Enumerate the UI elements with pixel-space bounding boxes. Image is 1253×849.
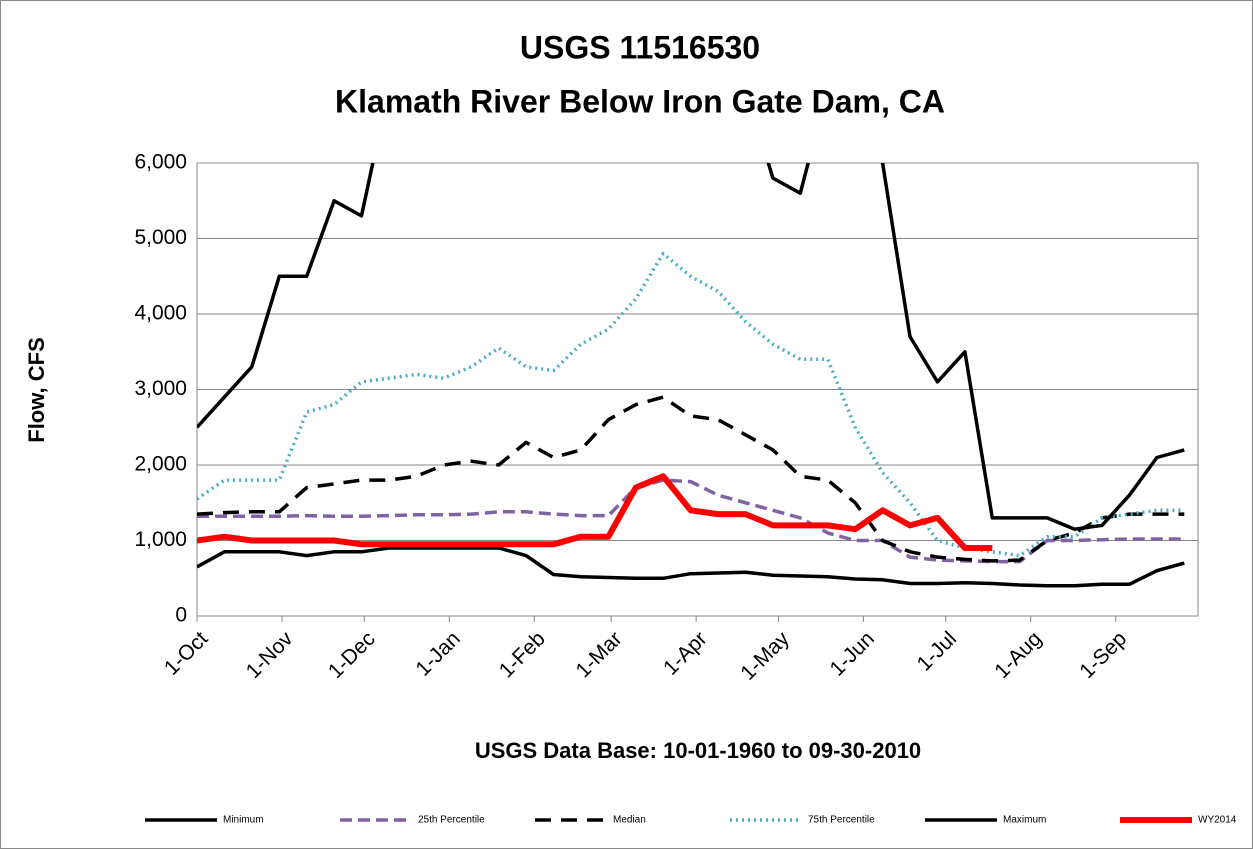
plot-area	[197, 163, 1185, 588]
y-tick-label: 1,000	[134, 528, 187, 551]
y-tick-label: 4,000	[134, 302, 187, 325]
series-line	[197, 163, 1185, 531]
chart-title: USGS 11516530	[520, 29, 760, 65]
legend-label: Median	[613, 815, 646, 826]
legend-label: 25th Percentile	[418, 815, 485, 826]
x-axis-title: USGS Data Base: 10-01-1960 to 09-30-2010	[475, 738, 921, 763]
legend-label: WY2014	[1198, 815, 1237, 826]
y-axis-title: Flow, CFS	[24, 337, 49, 443]
legend-label: 75th Percentile	[808, 815, 875, 826]
series-line	[197, 251, 1185, 558]
chart-subtitle: Klamath River Below Iron Gate Dam, CA	[335, 83, 945, 119]
series-line	[197, 473, 993, 551]
plot-frame	[196, 162, 1199, 617]
y-tick-label: 0	[175, 604, 187, 627]
legend-label: Maximum	[1003, 815, 1046, 826]
series-line	[197, 395, 1185, 563]
legend-label: Minimum	[223, 815, 264, 826]
y-tick-label: 3,000	[134, 377, 187, 400]
y-tick-label: 5,000	[134, 226, 187, 249]
y-tick-label: 6,000	[134, 151, 187, 174]
series-line	[197, 546, 1185, 588]
y-tick-label: 2,000	[134, 453, 187, 476]
